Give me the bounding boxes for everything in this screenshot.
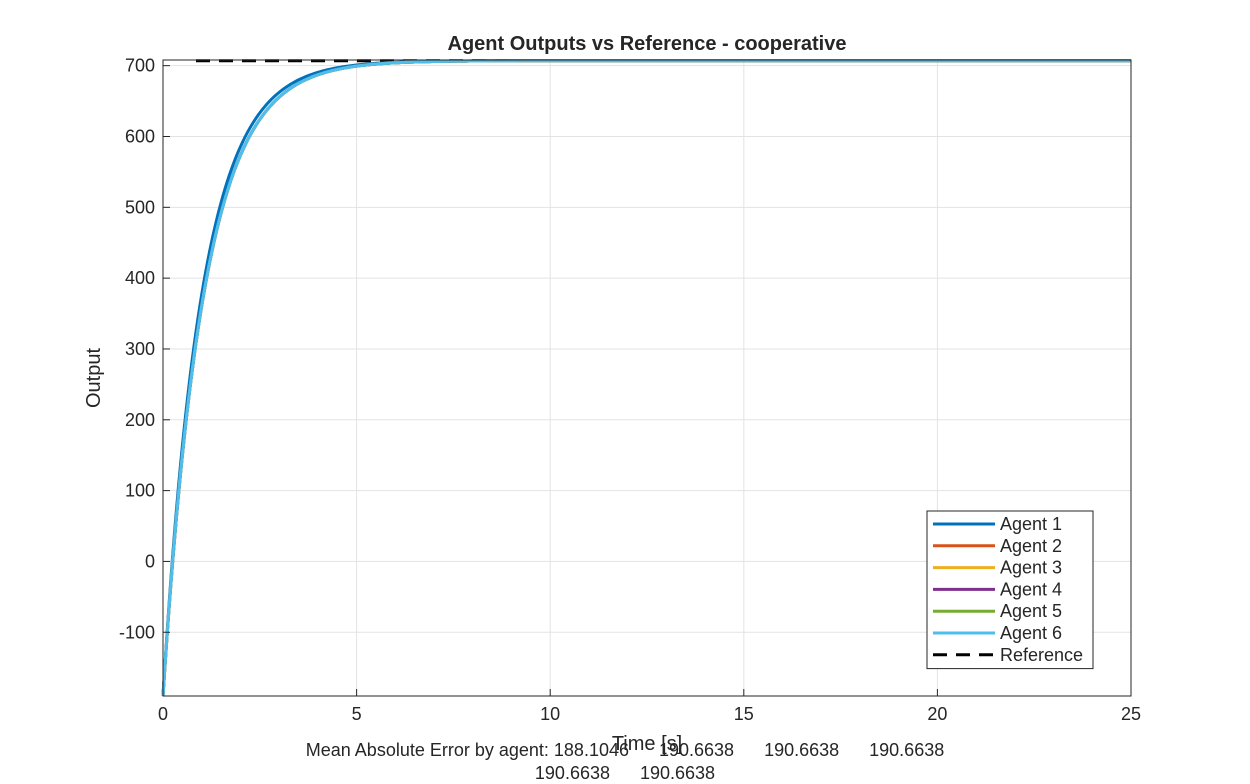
legend-label: Agent 4 [1000,579,1062,599]
chart-title: Agent Outputs vs Reference - cooperative [448,33,847,55]
legend-label: Agent 5 [1000,601,1062,621]
y-tick-label: 700 [125,56,155,76]
plot-frame [162,59,1132,697]
y-tick-label: 500 [125,197,155,217]
x-tick-label: 0 [158,704,168,724]
legend-label: Reference [1000,645,1083,665]
y-tick-label: 300 [125,339,155,359]
x-axis-label: Time [s] [612,733,682,755]
axis-ticks: 0 5 10 15 20 25 -100 0 100 200 300 400 500 600 700 [119,56,1141,724]
x-tick-label: 25 [1121,704,1141,724]
x-tick-label: 15 [734,704,754,724]
y-axis-label: Output [83,348,105,408]
series-line-agent-6 [161,59,1131,697]
y-tick-label: 600 [125,126,155,146]
y-tick-label: 0 [145,551,155,571]
mae-footer-line-2: 190.6638 190.6638 [534,763,716,783]
legend-label: Agent 2 [1000,536,1062,556]
legend-label: Agent 6 [1000,623,1062,643]
y-tick-label: 200 [125,410,155,430]
series-layer [161,59,1131,697]
mae-footer-line-1: Mean Absolute Error by agent: 188.1046 1… [305,740,945,760]
y-tick-label: 400 [125,268,155,288]
x-tick-label: 5 [352,704,362,724]
grid-lines [162,60,1132,696]
x-tick-label: 20 [927,704,947,724]
y-tick-label: -100 [119,622,155,642]
y-tick-label: 100 [125,481,155,501]
legend-label: Agent 1 [1000,514,1062,534]
x-tick-label: 10 [540,704,560,724]
legend-label: Agent 3 [1000,558,1062,578]
